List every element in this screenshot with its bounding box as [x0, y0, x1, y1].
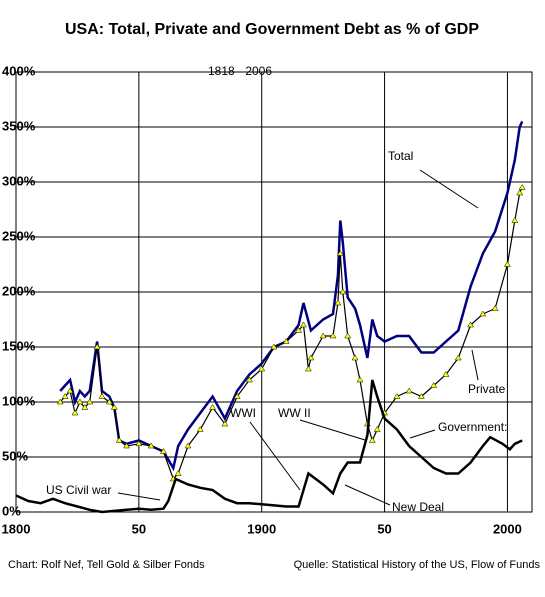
series-marker — [71, 409, 79, 416]
series-marker — [81, 404, 89, 410]
series-marker — [503, 261, 511, 267]
chart-title: USA: Total, Private and Government Debt … — [65, 21, 479, 38]
series-marker — [430, 382, 438, 388]
series-marker — [147, 442, 155, 449]
series-marker — [56, 398, 64, 405]
y-tick-label: 0% — [2, 503, 21, 518]
series-marker — [105, 398, 113, 405]
series-marker — [344, 332, 352, 339]
series-marker — [516, 189, 524, 196]
series-marker — [393, 393, 401, 399]
series-marker — [304, 365, 312, 372]
series-line — [15, 379, 523, 514]
series-marker — [76, 398, 84, 405]
y-tick-label: 350% — [2, 118, 36, 133]
series-marker — [356, 376, 364, 383]
series-marker — [196, 426, 204, 432]
series-marker — [442, 371, 450, 377]
series-marker — [86, 398, 94, 405]
x-tick-label: 1900 — [247, 521, 276, 536]
series-marker — [417, 393, 425, 399]
subtitle: 1818 - 2006 — [208, 64, 272, 78]
series-marker — [319, 332, 327, 339]
series-marker — [336, 250, 344, 256]
series-marker — [61, 393, 69, 399]
series-marker — [467, 321, 475, 328]
footer-left: Chart: Rolf Nef, Tell Gold & Silber Fond… — [8, 559, 205, 571]
series-marker — [511, 217, 519, 223]
footer-right: Quelle: Statistical History of the US, F… — [294, 559, 541, 571]
series-marker — [405, 387, 413, 394]
series-marker — [307, 354, 315, 361]
annotation: New Deal — [392, 500, 444, 514]
series-marker — [270, 343, 278, 350]
series-marker — [479, 310, 487, 317]
annotation: Private — [468, 382, 506, 396]
annotation: Government: — [438, 420, 507, 434]
series-marker — [295, 327, 303, 333]
series-marker — [233, 393, 241, 399]
annotation: WWI — [230, 406, 256, 420]
series-marker — [115, 437, 123, 443]
series-marker — [351, 354, 359, 361]
series-marker — [245, 376, 253, 383]
y-tick-label: 150% — [2, 338, 36, 353]
series-marker — [258, 365, 266, 372]
series-marker — [135, 440, 143, 447]
series-marker — [123, 442, 131, 449]
series-marker — [174, 470, 182, 476]
series-marker — [282, 338, 290, 344]
series-marker — [373, 426, 381, 432]
series-marker — [159, 448, 167, 454]
series-marker — [334, 299, 342, 306]
arrows — [117, 169, 479, 506]
series-marker — [66, 387, 74, 394]
series-marker — [491, 305, 499, 311]
annotation: WW II — [278, 406, 311, 420]
y-tick-label: 100% — [2, 393, 36, 408]
series-marker — [184, 442, 192, 449]
series-marker — [454, 354, 462, 361]
y-tick-label: 200% — [2, 283, 36, 298]
x-tick-label: 1800 — [2, 521, 31, 536]
x-tick-label: 50 — [377, 521, 391, 536]
x-tick-label: 50 — [132, 521, 146, 536]
annotation: Total — [388, 149, 413, 163]
x-tick-label: 2000 — [493, 521, 522, 536]
series-marker — [209, 404, 217, 410]
series-marker — [221, 420, 229, 427]
series-marker — [368, 437, 376, 443]
y-tick-label: 50% — [2, 448, 28, 463]
series-marker — [93, 343, 101, 350]
series-marker — [98, 393, 106, 399]
annotation: US Civil war — [46, 483, 111, 497]
y-tick-label: 300% — [2, 173, 36, 188]
y-tick-label: 250% — [2, 228, 36, 243]
series-marker — [110, 404, 118, 410]
series-marker — [339, 288, 347, 295]
plot-frame — [15, 71, 533, 513]
y-tick-label: 400% — [2, 63, 36, 78]
series-marker — [300, 321, 307, 328]
series-line — [59, 120, 524, 472]
series-marker — [329, 332, 337, 339]
series-marker — [518, 184, 526, 190]
